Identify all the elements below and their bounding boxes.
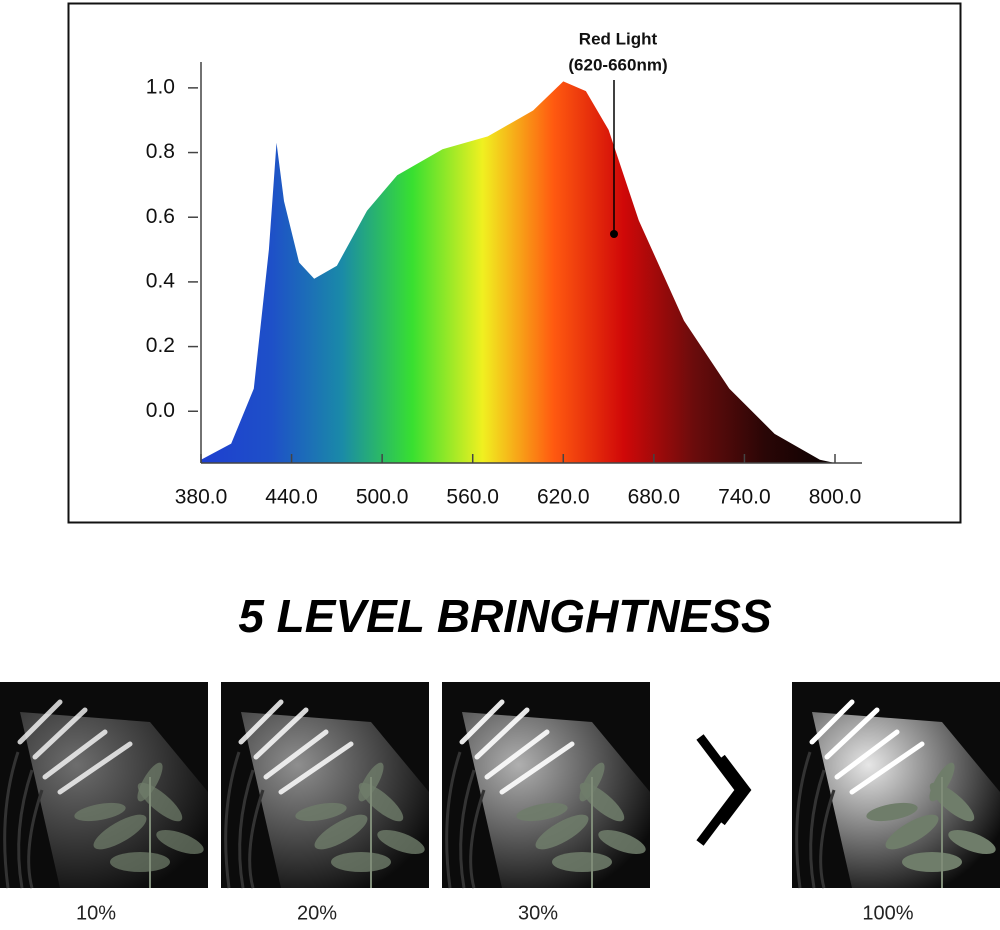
y-tick-label: 0.0 — [146, 399, 175, 422]
brightness-photo — [442, 682, 650, 889]
brightness-photo — [792, 682, 1000, 889]
x-tick-label: 380.0 — [175, 486, 228, 509]
x-tick-label: 440.0 — [265, 486, 318, 509]
x-tick-label: 620.0 — [537, 486, 590, 509]
chart-frame — [67, 2, 962, 524]
x-tick-label: 680.0 — [628, 486, 681, 509]
annotation: (620-660nm) — [568, 55, 667, 74]
brightness-label: 20% — [297, 902, 337, 924]
y-tick-label: 0.2 — [146, 334, 175, 357]
x-tick-label: 800.0 — [809, 486, 862, 509]
brightness-photo — [0, 682, 208, 889]
y-tick-label: 0.8 — [146, 140, 175, 163]
annotation-dot — [610, 230, 618, 238]
spectrum-area — [201, 81, 835, 464]
x-tick-label: 740.0 — [718, 486, 771, 509]
brightness-photo — [221, 682, 429, 889]
y-tick-label: 1.0 — [146, 75, 175, 98]
brightness-label: 10% — [76, 902, 116, 924]
brightness-label: 100% — [862, 902, 913, 924]
chart: 0.0 0.2 0.4 0.6 0.8 1.0 380.0 440.0 500.0 560.0 62… — [146, 62, 862, 509]
y-tick-label: 0.6 — [146, 205, 175, 228]
annotation: Red Light — [579, 29, 658, 48]
chevrons — [696, 734, 752, 846]
x-tick-label: 560.0 — [446, 486, 499, 509]
brightness-label: 30% — [518, 902, 558, 924]
section-title: 5 LEVEL BRINGHTNESS — [238, 590, 772, 642]
photos: 10% 20% 30% 100% — [0, 682, 1000, 924]
x-tick-label: 500.0 — [356, 486, 409, 509]
y-tick-label: 0.4 — [146, 269, 176, 292]
